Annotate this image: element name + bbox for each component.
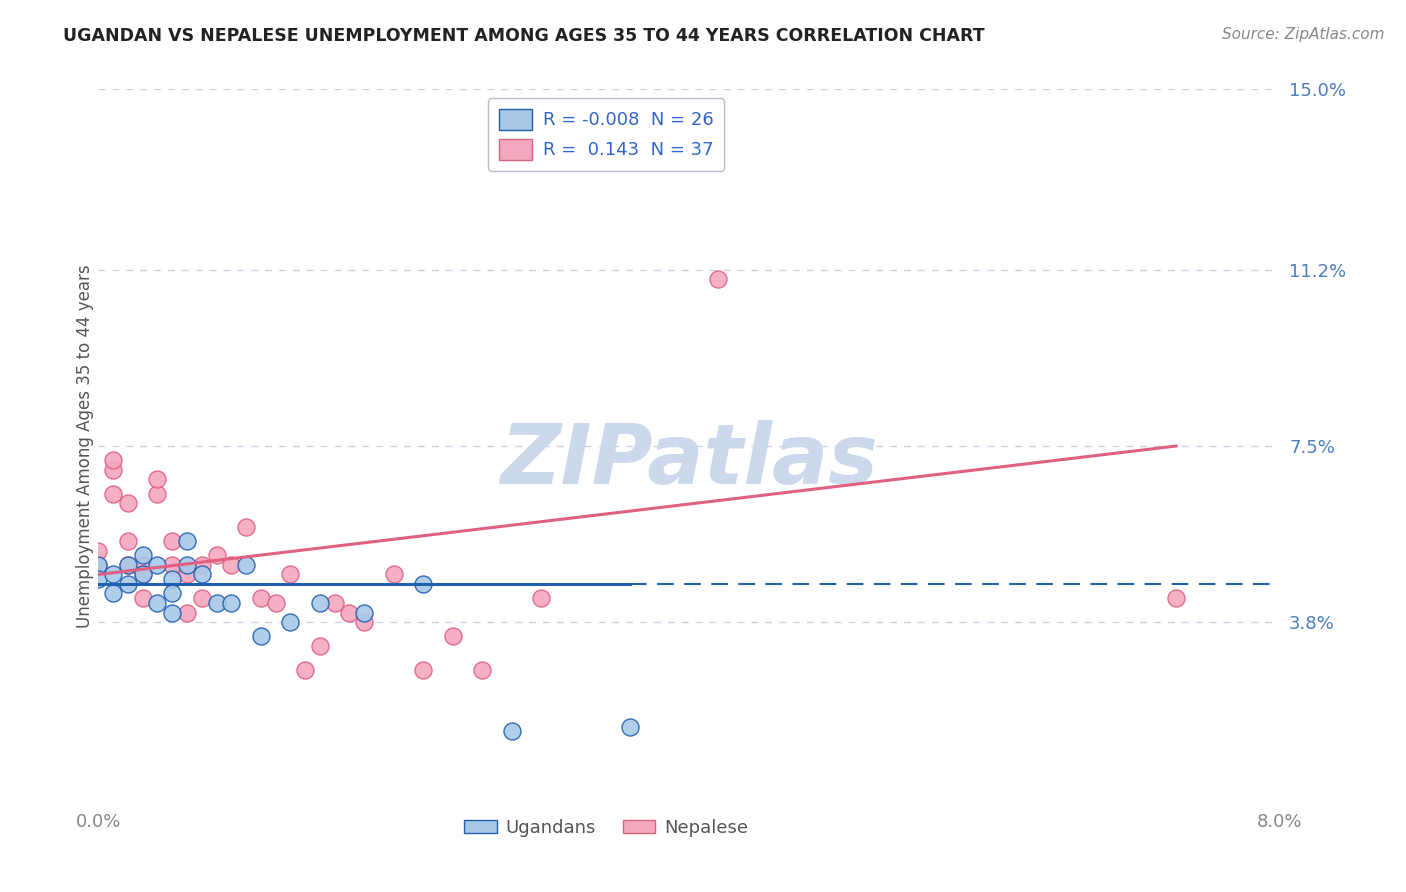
Point: [1166, 591, 1188, 606]
Point: [146, 558, 169, 572]
Point: [339, 606, 361, 620]
Point: [235, 520, 257, 534]
Point: [471, 663, 494, 677]
Point: [264, 596, 287, 610]
Point: [132, 558, 155, 572]
Point: [117, 558, 139, 572]
Point: [176, 606, 198, 620]
Point: [117, 577, 139, 591]
Point: [87, 558, 110, 572]
Point: [294, 663, 316, 677]
Text: Source: ZipAtlas.com: Source: ZipAtlas.com: [1222, 27, 1385, 42]
Point: [619, 720, 641, 734]
Point: [191, 567, 214, 582]
Point: [162, 586, 183, 600]
Legend: Ugandans, Nepalese: Ugandans, Nepalese: [457, 812, 756, 844]
Point: [221, 596, 243, 610]
Point: [117, 496, 139, 510]
Point: [176, 534, 198, 549]
Point: [707, 272, 730, 286]
Point: [132, 549, 155, 563]
Point: [501, 724, 523, 739]
Point: [412, 663, 434, 677]
Point: [205, 549, 228, 563]
Point: [191, 591, 214, 606]
Point: [162, 558, 183, 572]
Point: [146, 472, 169, 486]
Point: [250, 591, 273, 606]
Point: [103, 567, 125, 582]
Point: [353, 615, 375, 629]
Point: [382, 567, 405, 582]
Point: [103, 586, 125, 600]
Point: [87, 572, 110, 586]
Point: [87, 558, 110, 572]
Point: [117, 534, 139, 549]
Point: [176, 567, 198, 582]
Point: [323, 596, 346, 610]
Point: [132, 567, 155, 582]
Text: UGANDAN VS NEPALESE UNEMPLOYMENT AMONG AGES 35 TO 44 YEARS CORRELATION CHART: UGANDAN VS NEPALESE UNEMPLOYMENT AMONG A…: [63, 27, 984, 45]
Point: [309, 596, 332, 610]
Point: [162, 572, 183, 586]
Point: [146, 486, 169, 500]
Point: [103, 453, 125, 467]
Point: [162, 606, 183, 620]
Point: [441, 629, 464, 643]
Text: ZIPatlas: ZIPatlas: [501, 420, 877, 500]
Y-axis label: Unemployment Among Ages 35 to 44 years: Unemployment Among Ages 35 to 44 years: [76, 264, 94, 628]
Point: [132, 567, 155, 582]
Point: [280, 615, 302, 629]
Point: [87, 543, 110, 558]
Point: [309, 639, 332, 653]
Point: [235, 558, 257, 572]
Point: [250, 629, 273, 643]
Point: [205, 596, 228, 610]
Point: [353, 606, 375, 620]
Point: [103, 486, 125, 500]
Point: [103, 463, 125, 477]
Point: [280, 567, 302, 582]
Point: [162, 534, 183, 549]
Point: [221, 558, 243, 572]
Point: [146, 596, 169, 610]
Point: [530, 591, 553, 606]
Point: [117, 558, 139, 572]
Point: [412, 577, 434, 591]
Point: [191, 558, 214, 572]
Point: [132, 591, 155, 606]
Point: [176, 558, 198, 572]
